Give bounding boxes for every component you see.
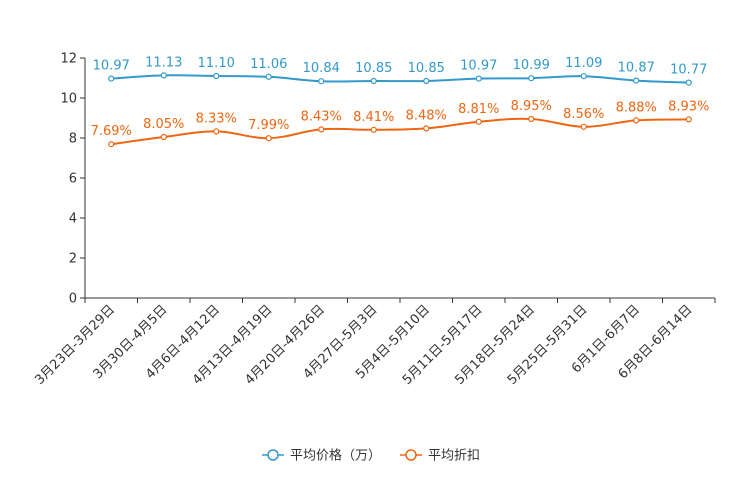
data-label: 11.13 — [145, 55, 182, 70]
data-label: 10.84 — [303, 61, 340, 76]
data-label: 8.41% — [353, 110, 394, 125]
series-line-0 — [111, 74, 689, 84]
data-label: 11.06 — [250, 57, 287, 72]
data-point — [528, 115, 535, 123]
data-point — [370, 77, 377, 85]
legend-label: 平均价格（万） — [290, 448, 381, 464]
data-point — [685, 79, 692, 86]
y-tick-label: 2 — [69, 252, 77, 267]
legend-item-1[interactable]: 平均折扣 — [400, 449, 480, 464]
data-point — [580, 123, 587, 130]
axes: 0246810123月23日-3月29日3月30日-4月5日4月6日-4月12日… — [32, 52, 716, 388]
data-label: 8.95% — [511, 99, 552, 114]
data-point — [475, 118, 482, 125]
data-point — [633, 117, 640, 124]
data-point — [265, 135, 272, 142]
legend-item-0[interactable]: 平均价格（万） — [262, 448, 381, 464]
series-line-1 — [111, 117, 689, 146]
data-label: 8.88% — [616, 100, 657, 115]
legend-marker-icon — [267, 449, 279, 461]
legend-label: 平均折扣 — [428, 449, 480, 464]
data-label: 8.56% — [563, 107, 604, 122]
data-point — [423, 125, 430, 132]
data-point — [160, 72, 167, 79]
y-tick-label: 10 — [60, 92, 77, 107]
data-labels: 10.97 11.13 11.10 11.06 10.84 10.85 10.85 10.97… — [91, 55, 710, 139]
data-label: 10.99 — [513, 58, 550, 73]
y-tick-label: 6 — [69, 172, 77, 187]
legend: 平均价格（万） 平均折扣 — [262, 448, 480, 464]
data-label: 10.85 — [355, 61, 392, 76]
data-point — [318, 126, 325, 133]
data-label: 10.77 — [670, 63, 707, 78]
data-point — [423, 77, 430, 85]
data-label: 8.43% — [301, 109, 342, 124]
data-label: 10.97 — [93, 59, 130, 74]
series-layer — [108, 72, 692, 148]
data-point — [160, 133, 167, 141]
data-label: 10.97 — [460, 59, 497, 74]
data-label: 8.81% — [458, 102, 499, 117]
y-tick-label: 8 — [69, 132, 77, 147]
y-tick-label: 0 — [69, 292, 77, 307]
data-label: 10.85 — [408, 61, 445, 76]
data-label: 8.48% — [406, 108, 447, 123]
data-point — [685, 116, 692, 123]
data-point — [108, 141, 115, 148]
y-tick-label: 12 — [60, 52, 77, 67]
data-point — [633, 77, 640, 84]
data-label: 8.05% — [143, 117, 184, 132]
data-label: 11.10 — [198, 56, 235, 71]
data-label: 11.09 — [565, 56, 602, 71]
data-point — [213, 72, 220, 80]
y-tick-label: 4 — [69, 212, 77, 227]
data-point — [528, 75, 535, 82]
data-label: 7.69% — [91, 124, 132, 139]
data-point — [265, 73, 272, 80]
data-label: 8.33% — [196, 111, 237, 126]
data-point — [318, 78, 325, 85]
data-label: 8.93% — [668, 99, 709, 114]
data-label: 7.99% — [248, 118, 289, 133]
data-point — [213, 128, 220, 135]
data-point — [370, 126, 377, 133]
legend-marker-icon — [405, 449, 417, 461]
data-label: 10.87 — [618, 61, 655, 76]
data-point — [108, 75, 115, 82]
data-point — [475, 75, 482, 82]
data-point — [580, 73, 587, 80]
